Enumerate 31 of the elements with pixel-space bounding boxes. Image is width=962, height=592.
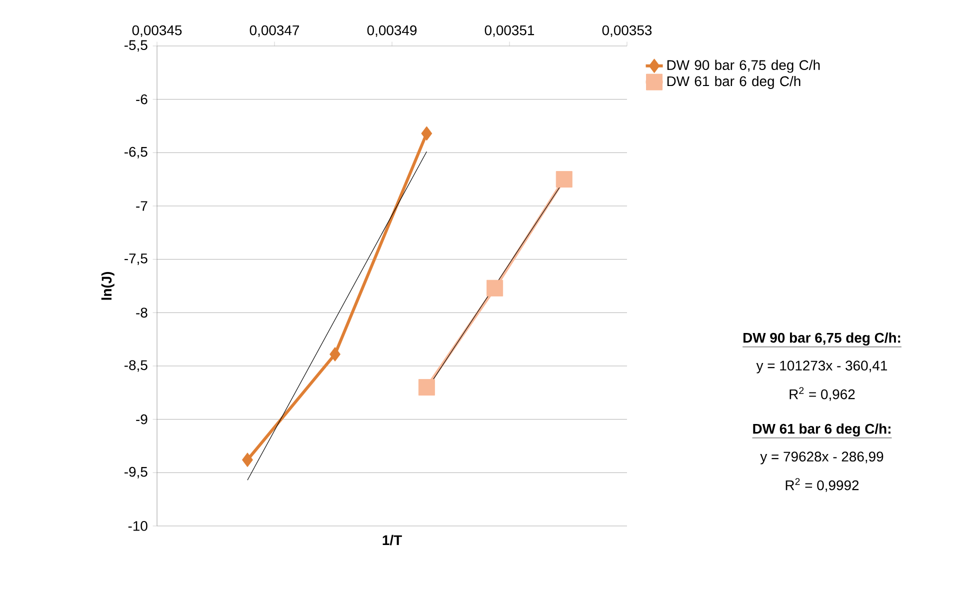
y-tick-label: -5,5: [124, 40, 148, 52]
y-tick-label: -7,5: [124, 254, 148, 266]
y-tick-label: -9: [136, 414, 148, 424]
x-tick-label: 0,00349: [367, 25, 417, 37]
text: y = 101273x - 360,41: [756, 360, 888, 374]
x-axis-title: 1/T: [382, 534, 402, 546]
text: R$^{2}$ = 0,9992: [786, 478, 859, 492]
point: [330, 347, 341, 362]
y-tick-label: -10: [128, 521, 148, 531]
y-tick-label: -6: [136, 94, 148, 104]
legend-label: DW 90 bar 6,75 deg C/h: [667, 60, 820, 73]
y-tick-label: -9,5: [124, 466, 148, 478]
point: [242, 452, 253, 468]
point: [556, 171, 572, 188]
y-tick-label: -7: [136, 201, 148, 211]
text: R$^{2}$ = 0,962: [790, 387, 855, 401]
x-tick-label: 0,00345: [132, 25, 182, 37]
text: y = 79628x - 286,99: [760, 452, 884, 464]
point: [486, 280, 504, 296]
x-tick-label: 0,00351: [484, 25, 534, 37]
x-tick-label: 0,00347: [250, 25, 300, 37]
x-tick-label: 0,00353: [602, 25, 652, 37]
legend-label: DW 61 bar 6 deg C/h: [667, 76, 800, 89]
point: [421, 126, 432, 141]
text: DW 61 bar 6 deg C/h:: [753, 423, 890, 437]
y-tick-label: -6,5: [124, 146, 148, 158]
y-axis-title: ln(J): [101, 272, 114, 300]
y-tick-label: -8,5: [124, 360, 148, 372]
y-tick-label: -8: [136, 308, 148, 318]
text: DW 90 bar 6,75 deg C/h:: [743, 332, 900, 346]
point: [418, 379, 435, 396]
